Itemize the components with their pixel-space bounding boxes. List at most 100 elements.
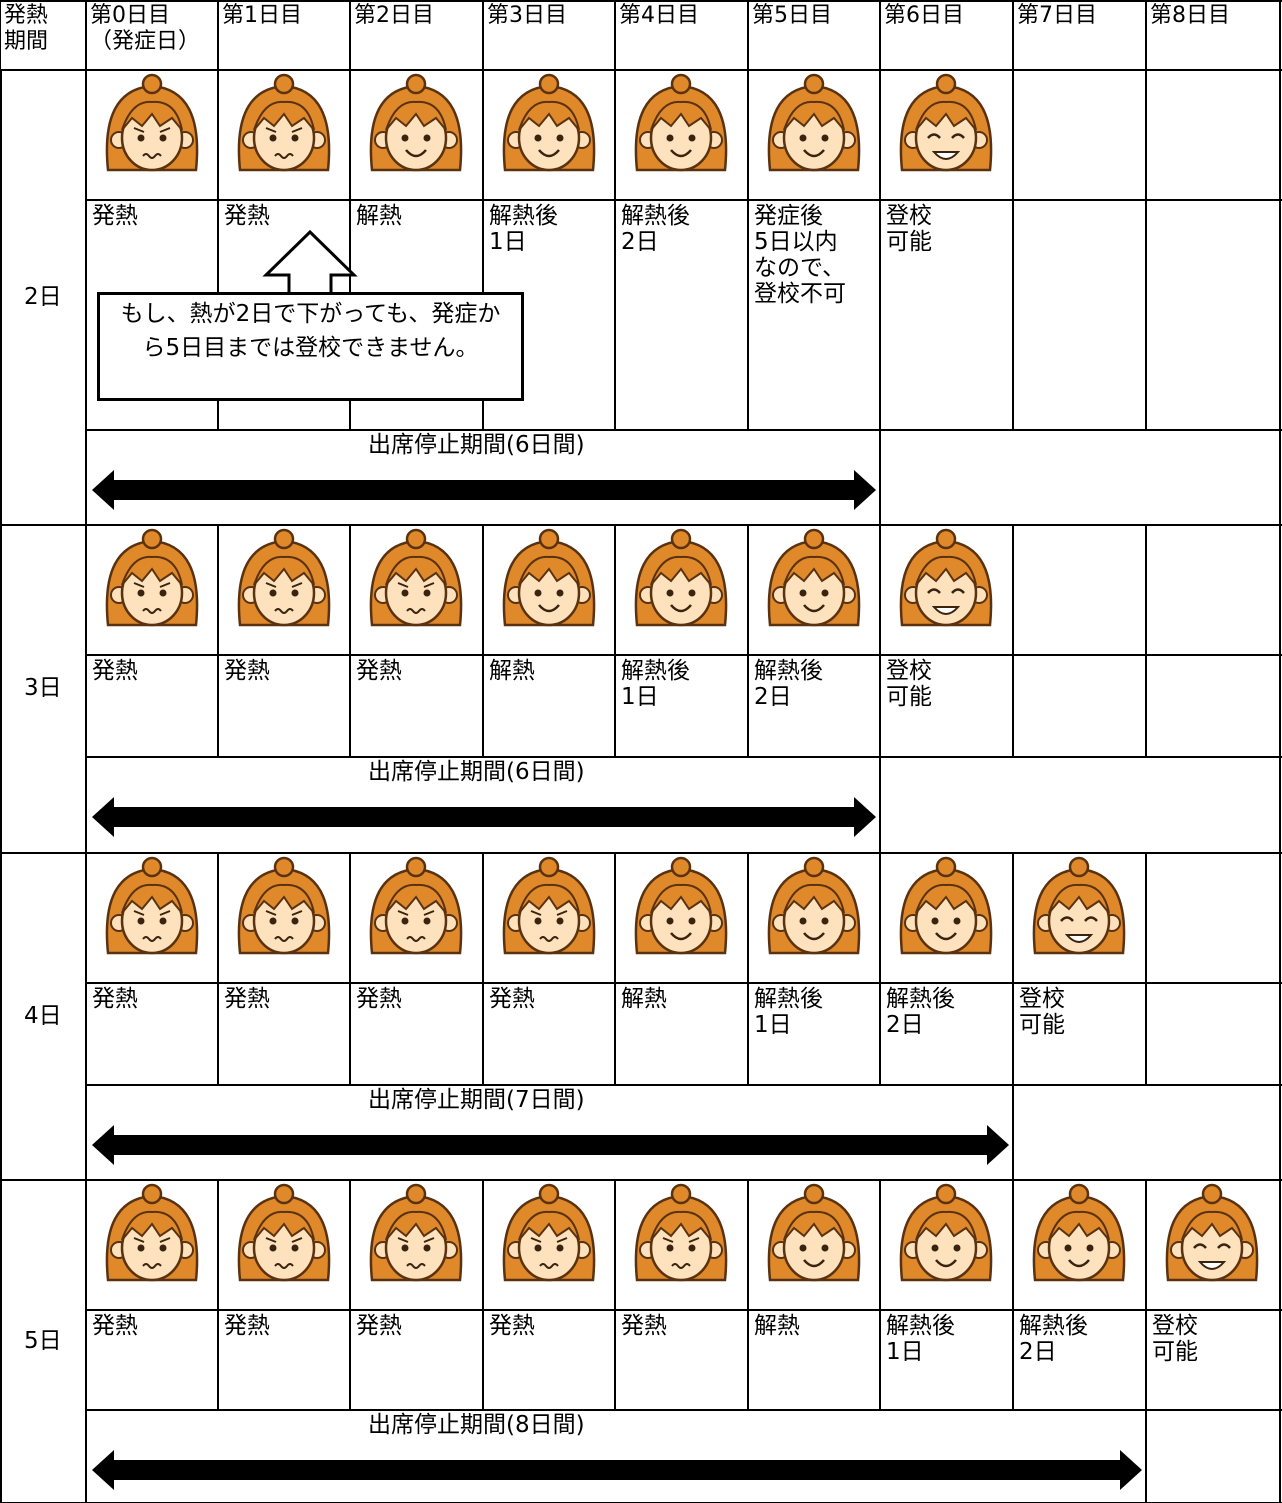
face-icon (767, 856, 861, 955)
eye (137, 134, 145, 142)
header-cell: 第4日目 (619, 3, 699, 28)
hair-bun (935, 73, 957, 95)
day-status: 解熱 (356, 203, 402, 229)
face-icon (237, 1183, 331, 1282)
eye (821, 917, 829, 925)
mouth (142, 153, 162, 159)
header-cell: 第0日目 （発症日） (90, 3, 201, 54)
day-status: 解熱後 1日 (621, 658, 690, 710)
hair-bun (141, 856, 163, 878)
day-status: 解熱 (621, 986, 667, 1012)
brow (662, 1237, 700, 1243)
day-status: 登校 可能 (1152, 1313, 1198, 1365)
eye (953, 917, 961, 925)
hair-bun (405, 528, 427, 550)
mouth (142, 936, 162, 942)
face-icon (899, 73, 993, 172)
face-icon (634, 528, 728, 627)
hair-bun (141, 528, 163, 550)
day-status: 登校 可能 (1019, 986, 1065, 1038)
eye (1193, 1243, 1231, 1249)
eye (799, 589, 807, 597)
eye (401, 589, 409, 597)
day-status: 発熱 (92, 658, 138, 684)
header-cell: 第1日目 (222, 3, 302, 28)
eye (931, 917, 939, 925)
face-icon (899, 528, 993, 627)
brow (265, 582, 303, 588)
eye (401, 134, 409, 142)
face-icon (369, 1183, 463, 1282)
day-status: 発熱 (224, 658, 270, 684)
eye (137, 1244, 145, 1252)
hair-bun (538, 856, 560, 878)
fringe (518, 883, 580, 914)
mouth (671, 1263, 691, 1269)
eye (137, 589, 145, 597)
mouth (670, 604, 692, 613)
eye (666, 134, 674, 142)
day-status: 解熱 (754, 1313, 800, 1339)
hair-bun (273, 856, 295, 878)
eye (534, 134, 542, 142)
face-icon (237, 528, 331, 627)
fringe (518, 555, 580, 586)
fringe (121, 883, 183, 914)
eye (821, 589, 829, 597)
mouth (670, 932, 692, 941)
mouth (274, 936, 294, 942)
fringe (1048, 883, 1110, 914)
day-status: 解熱 (489, 658, 535, 684)
header-cell: 第5日目 (752, 3, 832, 28)
eye (291, 134, 299, 142)
fringe (121, 555, 183, 586)
face-icon (502, 1183, 596, 1282)
day-status: 発熱 (92, 203, 138, 229)
fringe (650, 100, 712, 131)
eye (423, 134, 431, 142)
period-arrow (92, 797, 876, 837)
day-status: 発熱 (92, 1313, 138, 1339)
period-label: 3日 (24, 675, 62, 701)
brow (265, 127, 303, 133)
eye (927, 133, 965, 139)
eye (666, 589, 674, 597)
day-status: 解熱後 1日 (754, 986, 823, 1038)
eye (401, 917, 409, 925)
fringe (253, 883, 315, 914)
hair-bun (803, 1183, 825, 1205)
face-icon (899, 856, 993, 955)
day-status: 発熱 (92, 986, 138, 1012)
eye (799, 134, 807, 142)
mouth (539, 936, 559, 942)
fringe (253, 100, 315, 131)
stop-period: 出席停止期間(7日間) (368, 1087, 585, 1113)
eye (159, 134, 167, 142)
eye (556, 589, 564, 597)
hair-bun (803, 856, 825, 878)
brow (265, 1237, 303, 1243)
eye (1086, 1244, 1094, 1252)
mouth (406, 608, 426, 614)
period-label: 2日 (24, 283, 62, 310)
eye (159, 917, 167, 925)
hair-bun (803, 73, 825, 95)
fringe (650, 555, 712, 586)
stop-period: 出席停止期間(6日間) (368, 759, 585, 785)
face-icon (105, 856, 199, 955)
day-status: 登校 可能 (886, 203, 932, 255)
hair-bun (538, 73, 560, 95)
eye (401, 1244, 409, 1252)
eye (423, 589, 431, 597)
hair-bun (935, 1183, 957, 1205)
brow (133, 582, 171, 588)
fringe (518, 100, 580, 131)
fringe (121, 100, 183, 131)
face-icon (634, 1183, 728, 1282)
eye (291, 917, 299, 925)
eye (556, 917, 564, 925)
eye (666, 917, 674, 925)
header-cell: 第2日目 (354, 3, 434, 28)
brow (133, 1237, 171, 1243)
